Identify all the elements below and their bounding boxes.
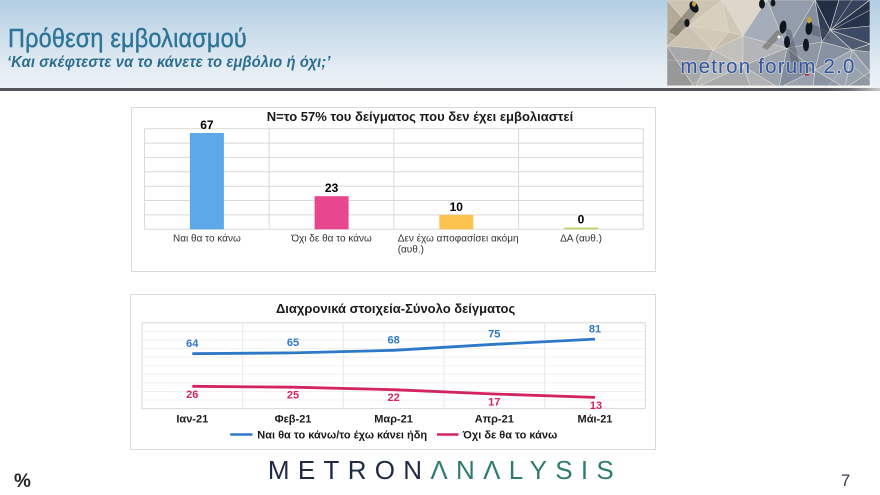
svg-text:metron forum 2.0: metron forum 2.0 xyxy=(680,55,855,78)
svg-text:68: 68 xyxy=(387,335,399,347)
svg-text:Διαχρονικά στοιχεία-Σύνολο δεί: Διαχρονικά στοιχεία-Σύνολο δείγματος xyxy=(276,301,516,316)
svg-text:10: 10 xyxy=(450,200,464,214)
svg-text:Όχι δε θα το κάνω: Όχι δε θα το κάνω xyxy=(290,233,372,245)
svg-text:Δεν έχω αποφασίσει ακόμη: Δεν έχω αποφασίσει ακόμη xyxy=(398,233,519,245)
svg-text:13: 13 xyxy=(590,400,602,412)
svg-text:Μαρ-21: Μαρ-21 xyxy=(374,414,413,426)
svg-text:23: 23 xyxy=(325,181,339,195)
svg-text:17: 17 xyxy=(488,397,500,409)
svg-text:(αυθ.): (αυθ.) xyxy=(398,245,424,256)
svg-text:22: 22 xyxy=(387,392,399,404)
svg-text:N=το 57% του δείγματος που δεν: N=το 57% του δείγματος που δεν έχει εμβο… xyxy=(267,109,574,124)
svg-text:64: 64 xyxy=(186,338,199,350)
svg-text:Ναι θα το κάνω/το έχω κάνει ήδ: Ναι θα το κάνω/το έχω κάνει ήδη xyxy=(257,430,427,442)
svg-text:Μάι-21: Μάι-21 xyxy=(578,414,613,426)
svg-text:81: 81 xyxy=(589,323,601,335)
svg-text:0: 0 xyxy=(578,213,585,227)
svg-text:Απρ-21: Απρ-21 xyxy=(475,414,514,426)
svg-text:ΔΑ (αυθ.): ΔΑ (αυθ.) xyxy=(560,234,602,245)
svg-text:Φεβ-21: Φεβ-21 xyxy=(275,414,312,426)
svg-text:Ιαν-21: Ιαν-21 xyxy=(176,414,208,426)
svg-text:67: 67 xyxy=(200,118,214,132)
svg-text:65: 65 xyxy=(287,337,299,349)
svg-text:75: 75 xyxy=(488,329,500,341)
svg-text:Όχι δε θα το κάνω: Όχι δε θα το κάνω xyxy=(462,430,558,442)
svg-text:metron forum 2.0: metron forum 2.0 xyxy=(680,55,855,78)
svg-text:26: 26 xyxy=(186,389,198,401)
svg-text:Ναι θα το κάνω: Ναι θα το κάνω xyxy=(173,233,241,245)
svg-text:25: 25 xyxy=(287,390,299,402)
